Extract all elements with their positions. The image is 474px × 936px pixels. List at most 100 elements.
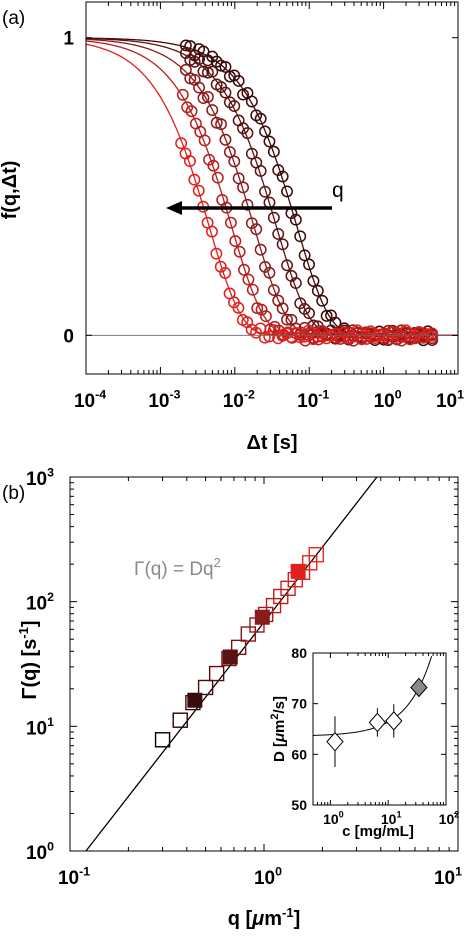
data-point xyxy=(276,302,289,315)
open-square xyxy=(208,665,225,682)
data-point xyxy=(223,146,236,158)
data-point xyxy=(254,112,267,125)
inset-y-tick-label: 50 xyxy=(291,797,307,813)
data-point xyxy=(219,267,232,279)
data-point xyxy=(303,307,315,320)
data-point xyxy=(246,283,259,296)
data-point xyxy=(267,211,280,224)
x-tick-label: 10-1 xyxy=(297,387,329,412)
data-point xyxy=(254,322,267,335)
inset-y-tick-labels: 50 60 70 80 xyxy=(291,645,307,813)
data-point xyxy=(232,301,245,314)
data-point xyxy=(272,228,285,240)
fit-curve-4 xyxy=(85,40,458,336)
data-point xyxy=(175,137,188,150)
data-point xyxy=(281,185,293,198)
panel-a-ylabel: f(q,Δt) xyxy=(0,161,21,220)
data-point xyxy=(241,127,254,140)
fit-curve-3 xyxy=(85,38,458,336)
q-arrow-label: q xyxy=(332,179,344,202)
data-point xyxy=(219,133,232,146)
fit-equation: Γ(q) = Dq2 xyxy=(134,555,221,580)
data-point xyxy=(259,185,271,198)
inset-x-tick-label: 102 xyxy=(439,810,460,827)
filled-diamond xyxy=(410,677,428,698)
panel-b-frame xyxy=(69,476,459,852)
filled-square xyxy=(187,692,203,708)
data-point xyxy=(426,330,439,342)
data-point xyxy=(267,284,280,296)
inset-x-tick-label: 100 xyxy=(323,810,344,827)
panel-a-points xyxy=(175,39,439,347)
inset: 50 60 70 80 100 101 102 D [μm2/s] c [mg/mL] xyxy=(269,645,459,840)
panel-b-filled-squares xyxy=(187,563,306,708)
panel-a-y-ticks: 01 xyxy=(63,29,74,348)
data-point xyxy=(259,125,271,138)
data-point xyxy=(307,275,320,287)
filled-square xyxy=(222,649,238,665)
data-point xyxy=(203,153,216,166)
data-point xyxy=(320,309,333,322)
data-point xyxy=(254,165,267,177)
data-point xyxy=(206,65,219,78)
inset-xlabel: c [mg/mL] xyxy=(342,823,414,840)
inset-points xyxy=(326,677,428,767)
panel-a-curves xyxy=(85,37,458,336)
inset-x-tick-labels: 100 101 102 xyxy=(323,810,459,827)
inset-x-tick-label: 101 xyxy=(381,810,402,827)
data-point xyxy=(311,284,324,297)
q-arrow-head xyxy=(166,201,182,215)
panel-a: (a) 01 10-4 10-3 10-2 10-1 100 101 f(q,Δt) Δt… xyxy=(0,1,464,454)
panel-a-frame xyxy=(85,1,459,375)
data-point xyxy=(176,88,189,101)
open-diamond xyxy=(326,731,344,752)
x-tick-label: 10-2 xyxy=(223,387,255,412)
x-tick-label: 100 xyxy=(254,864,282,889)
data-point xyxy=(241,198,254,211)
data-point xyxy=(206,225,218,238)
data-point xyxy=(242,273,255,286)
data-point xyxy=(201,90,214,103)
data-point xyxy=(276,238,289,251)
filled-square xyxy=(254,609,270,625)
data-point xyxy=(219,86,232,99)
data-point xyxy=(179,39,192,52)
panel-b-x-tick-labels: 10-1 100 101 xyxy=(58,864,462,889)
data-point xyxy=(207,159,220,172)
y-tick-label: 102 xyxy=(26,590,54,615)
x-tick-label: 10-3 xyxy=(148,387,180,412)
data-point xyxy=(303,258,315,271)
open-square xyxy=(240,626,257,642)
data-point xyxy=(276,170,289,183)
fit-curve-5 xyxy=(85,43,458,336)
data-point xyxy=(228,100,241,113)
data-point xyxy=(316,294,329,307)
panel-b-y-tick-labels: 100 101 102 103 xyxy=(26,465,54,864)
data-point xyxy=(263,266,276,279)
y-tick-label: 101 xyxy=(26,715,54,740)
data-point xyxy=(237,181,250,194)
data-point xyxy=(373,328,386,341)
data-point xyxy=(245,95,258,108)
data-point xyxy=(294,230,307,243)
data-point xyxy=(294,331,307,344)
data-point xyxy=(259,310,272,323)
fit-curve-2 xyxy=(85,37,458,336)
x-tick-label: 10-4 xyxy=(74,387,106,412)
panel-b-label: (b) xyxy=(2,483,25,504)
panel-a-label: (a) xyxy=(2,8,25,29)
data-point xyxy=(238,263,251,276)
data-point xyxy=(211,171,224,184)
data-point xyxy=(228,155,241,168)
data-point xyxy=(193,81,206,94)
data-point xyxy=(188,173,201,186)
data-point xyxy=(198,134,211,147)
data-point xyxy=(206,104,219,117)
data-point xyxy=(219,61,232,73)
y-tick-label: 103 xyxy=(26,465,54,490)
y-tick-label: 100 xyxy=(26,839,54,864)
data-point xyxy=(193,53,206,66)
data-point xyxy=(224,216,237,229)
data-point xyxy=(289,277,302,289)
